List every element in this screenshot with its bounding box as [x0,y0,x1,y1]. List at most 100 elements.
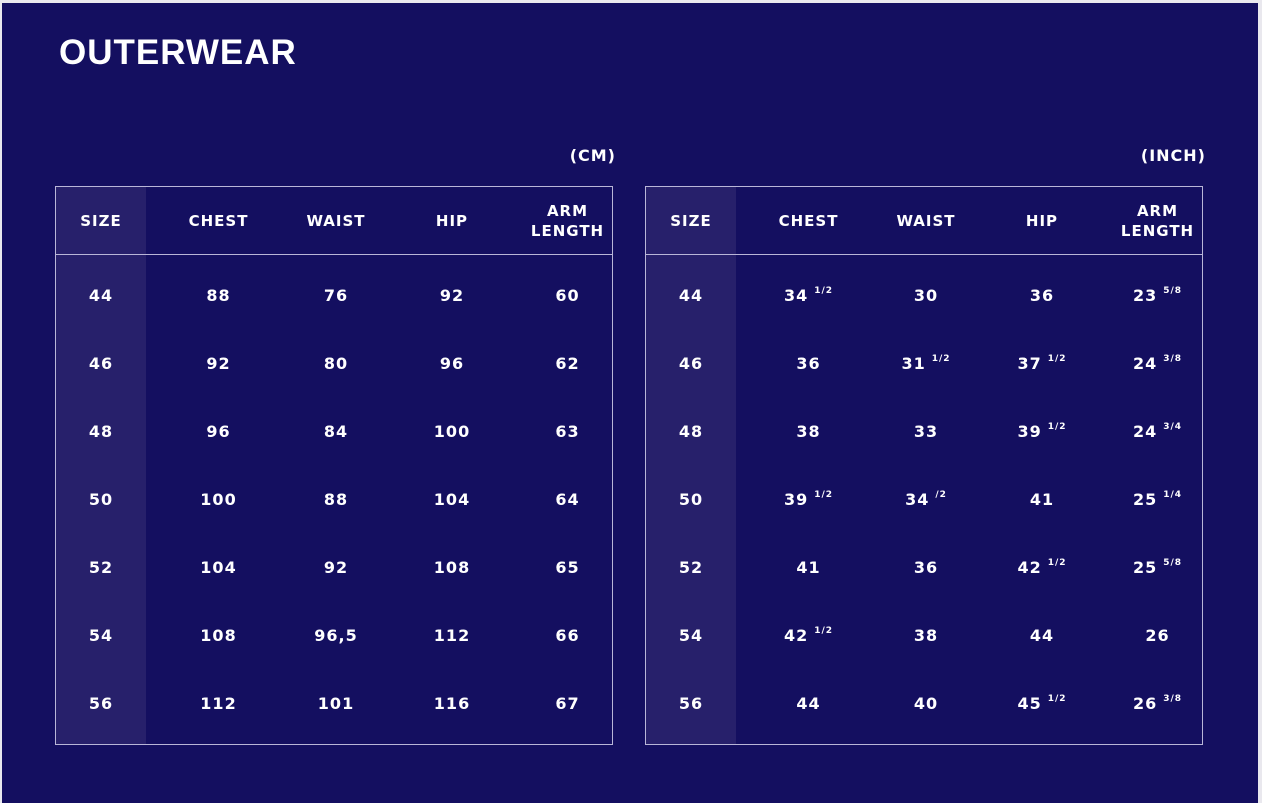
cell-value: 80 [323,353,349,373]
cell-value: 24 [1132,421,1158,441]
cell-value: 41 [796,557,821,577]
cell-value: 65 [555,557,580,577]
table-cell: 25 5/8 [1113,533,1202,601]
cell-value: 96 [206,421,231,441]
table-cell: 100 [381,397,523,465]
column-header: WAIST [306,211,366,230]
cell-fraction: 1/2 [814,626,834,636]
table-cell: 104 [146,533,291,601]
cell-value: 31 [901,353,926,373]
cell-value: 42 [783,625,809,645]
table-row: 54 108 96,5 112 66 [56,601,612,669]
cell-fraction: 1/2 [814,490,834,500]
table-cell: 33 [881,397,971,465]
table-cell: 80 [291,329,381,397]
table-cell: 26 [1113,601,1202,669]
cell-fraction: 1/2 [814,286,834,296]
cell-value: 36 [913,557,939,577]
cell-fraction: 3/4 [1163,422,1183,432]
table-row: 48 96 84 100 63 [56,397,612,465]
cell-fraction: 3/8 [1163,694,1183,704]
column-header: WAIST [896,211,956,230]
table-row: 54 42 1/2 38 44 26 [646,601,1202,669]
table-cell: 40 [881,669,971,737]
inch-size-table: SIZE CHEST WAIST HIP ARM LENGTH 44 34 1/2 30 36 23… [645,186,1203,745]
cell-value: 34 [783,285,809,305]
table-cell: 36 [736,329,881,397]
table-cell: 108 [381,533,523,601]
table-cell: 92 [146,329,291,397]
cell-value: 25 [1132,557,1158,577]
cell-fraction: 1/2 [1047,422,1067,432]
column-header: ARM LENGTH [530,201,605,240]
table-cell: 39 1/2 [971,397,1113,465]
cell-value: 34 [905,489,930,509]
table-cell: 88 [291,465,381,533]
cell-fraction: /2 [935,490,947,500]
cell-fraction: 1/2 [1047,558,1067,568]
table-row: 46 92 80 96 62 [56,329,612,397]
cm-size-table: SIZE CHEST WAIST HIP ARM LENGTH 44 88 76 92 60 46 9… [55,186,613,745]
cell-value: 45 [1017,693,1042,713]
cell-value: 37 [1017,353,1042,373]
table-cell: 46 [56,329,146,397]
cell-value: 56 [678,693,704,713]
cell-value: 116 [433,693,471,713]
cell-value: 48 [678,421,704,441]
cell-value: 50 [88,489,114,509]
table-cell: 48 [646,397,736,465]
cell-value: 36 [796,353,821,373]
table-cell: 41 [736,533,881,601]
table-cell: 25 1/4 [1113,465,1202,533]
cell-value: 64 [555,489,580,509]
cell-value: 26 [1132,693,1158,713]
table-cell: 37 1/2 [971,329,1113,397]
table-cell: 24 3/4 [1113,397,1202,465]
table-cell: 30 [881,261,971,329]
table-cell: 44 [736,669,881,737]
table-row: 56 44 40 45 1/2 26 3/8 [646,669,1202,737]
cell-value: 54 [88,625,114,645]
cell-fraction: 1/2 [1047,354,1067,364]
table-cell: 39 1/2 [736,465,881,533]
cell-fraction: 1/2 [931,354,951,364]
table-row: 50 39 1/2 34/2 41 25 1/4 [646,465,1202,533]
cell-fraction: 5/8 [1163,558,1183,568]
cell-value: 25 [1132,489,1158,509]
cell-value: 30 [913,285,939,305]
table-row: 46 36 31 1/2 37 1/2 24 3/8 [646,329,1202,397]
size-column-highlight [646,187,736,744]
cell-value: 112 [200,693,237,713]
cell-value: 104 [200,557,237,577]
table-cell: 45 1/2 [971,669,1113,737]
table-header: SIZE CHEST WAIST HIP ARM LENGTH [646,187,1202,255]
cell-value: 92 [323,557,349,577]
table-cell: 48 [56,397,146,465]
cell-value: 92 [439,285,465,305]
cell-value: 52 [678,557,704,577]
cell-value: 50 [678,489,704,509]
cell-value: 100 [200,489,237,509]
table-cell: 42 1/2 [736,601,881,669]
table-cell: 56 [646,669,736,737]
cell-value: 36 [1029,285,1055,305]
table-cell: 92 [381,261,523,329]
table-cell: 112 [146,669,291,737]
table-cell: 116 [381,669,523,737]
table-cell: 100 [146,465,291,533]
table-cell: 52 [646,533,736,601]
table-cell: 67 [523,669,612,737]
cell-value: 96 [439,353,465,373]
table-cell: 52 [56,533,146,601]
table-cell: 44 [971,601,1113,669]
cell-value: 44 [1029,625,1055,645]
cell-fraction: 1/4 [1163,490,1183,500]
cell-value: 39 [1017,421,1042,441]
cell-value: 88 [323,489,349,509]
table-cell: 60 [523,261,612,329]
cell-value: 54 [678,625,704,645]
cell-fraction: 1/2 [1047,694,1067,704]
table-cell: 66 [523,601,612,669]
cell-value: 52 [88,557,114,577]
cell-value: 104 [433,489,471,509]
